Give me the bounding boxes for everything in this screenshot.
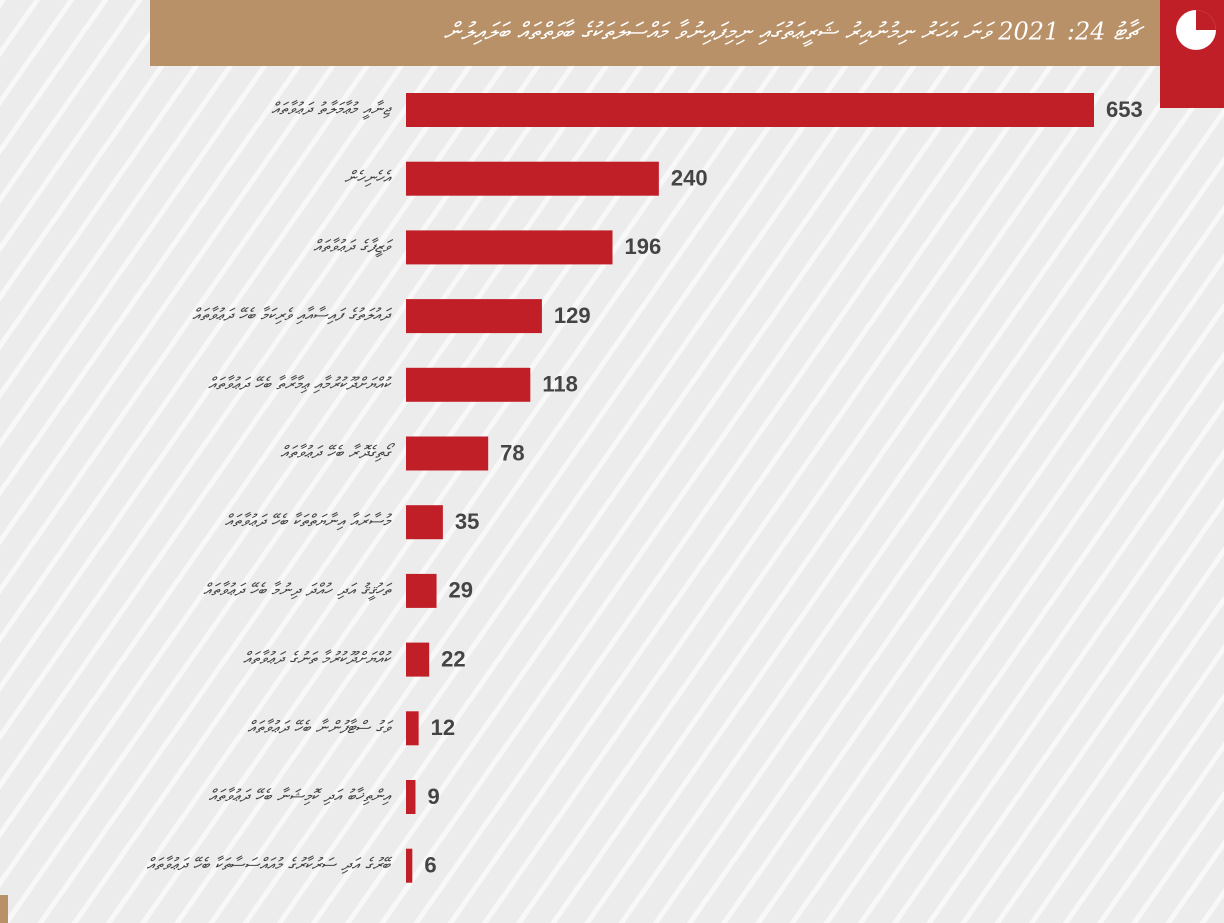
bar — [406, 93, 1094, 127]
category-label: ޖިނާއީ މުޢާމަލާތު ދަޢުވާތައް — [271, 100, 392, 121]
category-label: ތަހުޤީޤު އަދި ހުއްދަ ދިނުމާ ބެހޭ ދަޢުވާތ… — [203, 580, 393, 601]
bar — [406, 299, 542, 334]
bar — [406, 780, 416, 814]
value-label: 196 — [625, 234, 662, 259]
category-label: ވަގު ސްޓާފުންނާ ބެހޭ ދަޢުވާތައް — [247, 718, 394, 738]
category-label: ކުއްޔަށްދޫކުރުމާއި ޢިމާރާތާ ބެހޭ ދަޢުވާތ… — [208, 374, 392, 394]
bar — [406, 367, 531, 402]
value-label: 35 — [455, 509, 479, 534]
bar — [406, 161, 659, 196]
bar — [406, 711, 419, 746]
category-label: ކުއްޔަށްދޫކުރުމާ ތަނުގެ ދަޢުވާތައް — [243, 649, 392, 669]
corner-accent — [0, 895, 8, 923]
title-banner — [150, 0, 1162, 66]
value-label: 9 — [427, 784, 439, 809]
bar — [406, 573, 437, 608]
category-label: އެހެނިހެން — [344, 168, 392, 188]
value-label: 12 — [431, 715, 455, 740]
bar — [406, 505, 443, 540]
value-label: 78 — [500, 440, 524, 465]
bar — [406, 848, 413, 883]
category-label: ގޯތިގެދޮރާ ބެހޭ ދަޢުވާތައް — [280, 442, 396, 463]
category-label: ވަޒީފާގެ ދަޢުވާތައް — [313, 237, 393, 258]
pie-icon-slice — [1196, 10, 1216, 30]
bar — [406, 436, 489, 471]
bar — [406, 230, 613, 265]
value-label: 653 — [1106, 97, 1143, 122]
value-label: 118 — [542, 372, 578, 397]
value-label: 6 — [424, 853, 436, 878]
chart-title: ޗާޓު 24: 2021 ވަނަ އަހަރު ނިމުނުއިރު ޝަރ… — [444, 18, 1145, 48]
category-label: ދައުލަތުގެ ފައިސާއާއި ވެރިކަމާ ބެހޭ ދަޢު… — [192, 306, 393, 326]
category-label: ބޭރުގެ އަދި ސަރުކާރުގެ މުއައްސަސާތަކާ ބެ… — [146, 855, 392, 875]
value-label: 22 — [441, 646, 465, 671]
category-label: އިންތިޚާބު އަދި ކޮމިޝަނާ ބެހޭ ދަޢުވާތައް — [208, 787, 391, 807]
bar — [406, 642, 430, 677]
value-label: 129 — [554, 303, 591, 328]
category-label: މުސާރައާ އިނާޔަތްތަކާ ބެހޭ ދަޢުވާތައް — [225, 512, 393, 532]
value-label: 29 — [449, 578, 473, 603]
value-label: 240 — [671, 166, 708, 191]
